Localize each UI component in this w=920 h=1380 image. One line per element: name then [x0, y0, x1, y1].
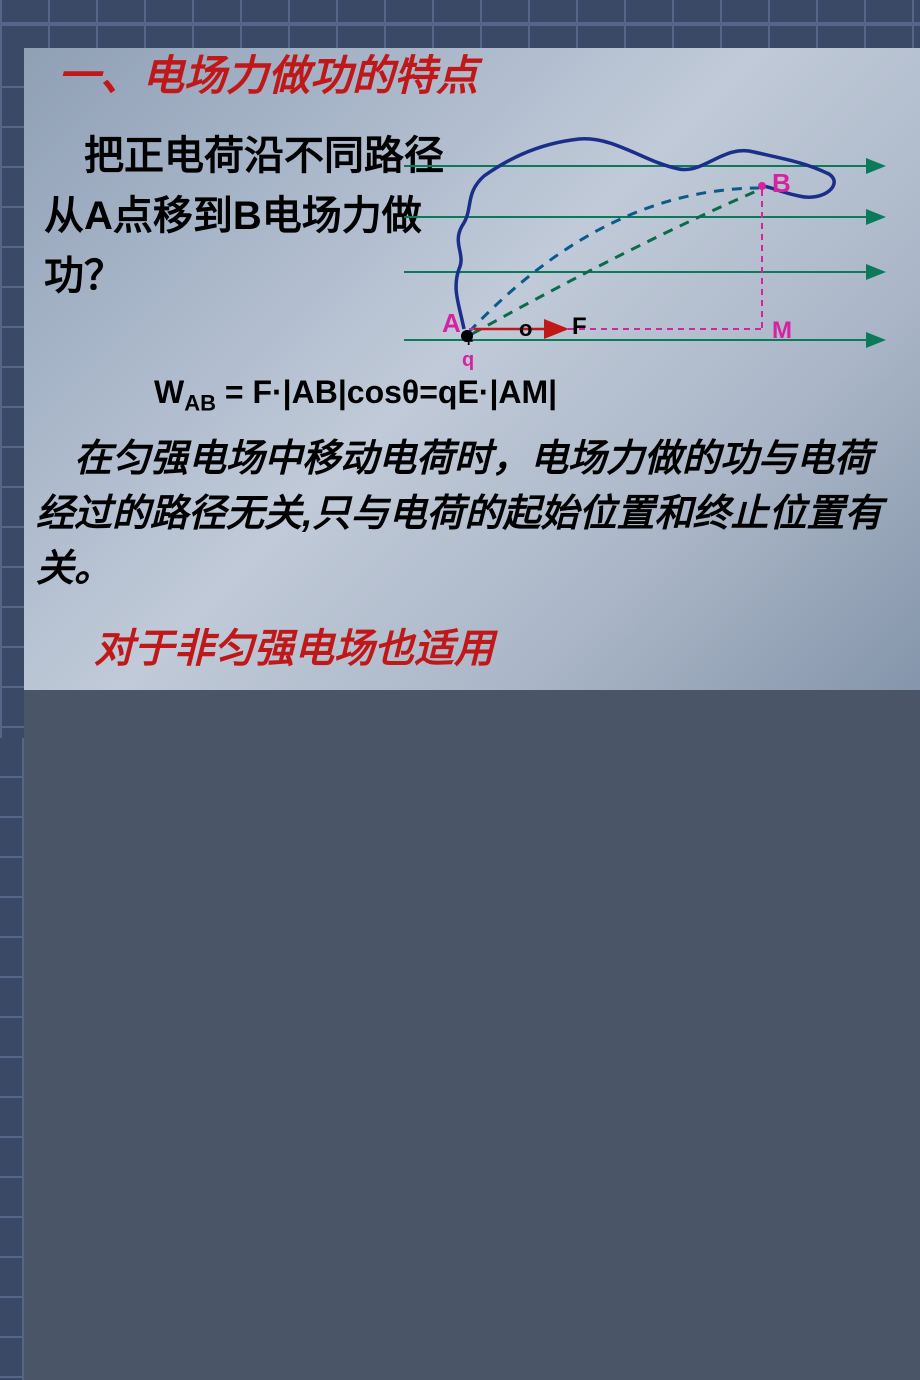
content-area: 一、电场力做功的特点 把正电荷沿不同路径从A点移到B电场力做功？ — [24, 24, 896, 666]
explanation-text: 在匀强电场中移动电荷时，电场力做的功与电荷经过的路径无关,只与电荷的起始位置和终… — [36, 432, 884, 597]
point-b-dot — [758, 182, 766, 190]
field-diagram: + A B M F o q — [404, 114, 894, 374]
charge-plus: + — [464, 333, 473, 350]
slide: 一、电场力做功的特点 把正电荷沿不同路径从A点移到B电场力做功？ — [0, 0, 920, 690]
question-text: 把正电荷沿不同路径从A点移到B电场力做功？ — [44, 126, 444, 306]
dashed-path-2 — [472, 190, 759, 334]
border-top — [0, 0, 920, 24]
border-left — [0, 48, 24, 738]
label-m: M — [772, 317, 792, 344]
label-a: A — [442, 308, 461, 338]
border-right — [0, 738, 24, 1380]
conclusion-text: 对于非匀强电场也适用 — [94, 616, 494, 674]
formula-text: WAB = F·|AB|cosθ=qE·|AM| — [154, 374, 557, 416]
label-b: B — [772, 168, 791, 198]
label-f: F — [572, 313, 587, 340]
label-o: o — [519, 316, 532, 341]
label-q: q — [462, 349, 474, 371]
slide-title: 一、电场力做功的特点 — [58, 42, 478, 103]
